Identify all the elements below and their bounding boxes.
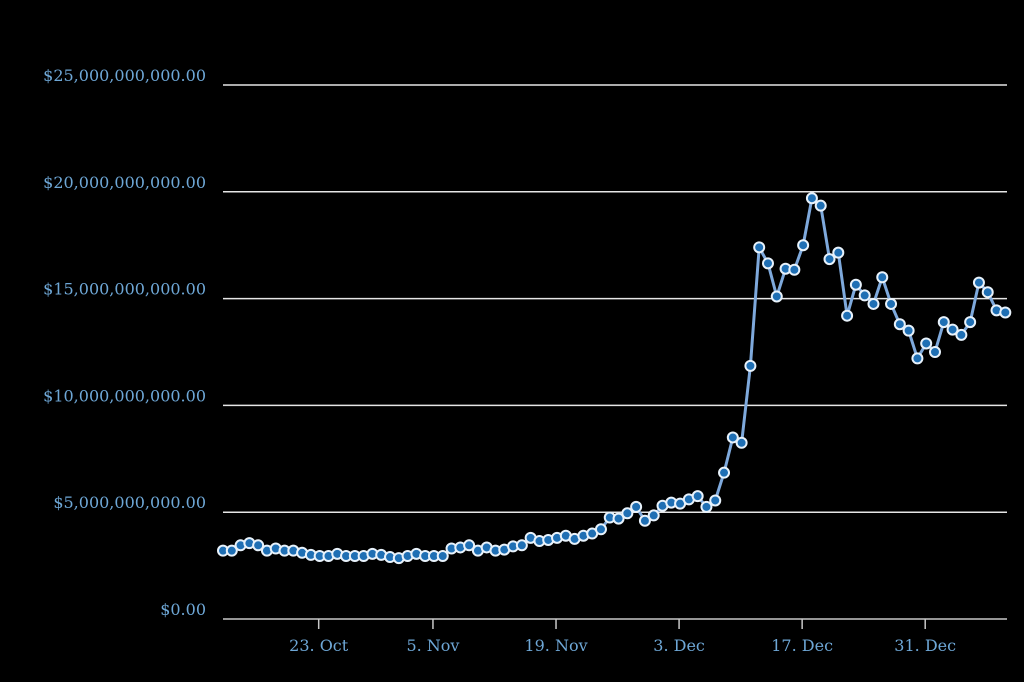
data-point-marker[interactable]	[832, 246, 845, 259]
data-point-marker[interactable]	[594, 523, 607, 536]
data-point-marker[interactable]	[726, 431, 739, 444]
data-point-marker[interactable]	[753, 241, 766, 254]
data-point-marker[interactable]	[964, 316, 977, 329]
y-tick-label: $25,000,000,000.00	[43, 66, 206, 85]
data-point-marker[interactable]	[876, 271, 889, 284]
data-point-marker[interactable]	[252, 539, 265, 552]
data-point-marker[interactable]	[981, 286, 994, 299]
data-point-marker[interactable]	[436, 549, 449, 562]
data-point-marker[interactable]	[515, 539, 528, 552]
data-point-marker[interactable]	[621, 507, 634, 520]
x-tick-label: 31. Dec	[894, 636, 956, 655]
data-point-marker[interactable]	[647, 509, 660, 522]
data-point-marker[interactable]	[709, 494, 722, 507]
data-point-marker[interactable]	[463, 539, 476, 552]
x-tick-label: 17. Dec	[771, 636, 833, 655]
data-point-marker[interactable]	[814, 199, 827, 212]
data-point-marker[interactable]	[893, 318, 906, 331]
data-point-marker[interactable]	[858, 289, 871, 302]
data-point-marker[interactable]	[225, 544, 238, 557]
y-tick-label: $10,000,000,000.00	[43, 386, 206, 405]
data-point-marker[interactable]	[885, 297, 898, 310]
data-point-marker[interactable]	[920, 337, 933, 350]
data-point-marker[interactable]	[691, 490, 704, 503]
data-point-marker[interactable]	[761, 257, 774, 270]
data-point-marker[interactable]	[700, 500, 713, 513]
data-point-marker[interactable]	[612, 512, 625, 525]
data-point-marker[interactable]	[928, 346, 941, 358]
y-tick-label: $0.00	[160, 600, 206, 619]
data-point-marker[interactable]	[937, 316, 950, 329]
data-point-marker[interactable]	[735, 436, 748, 449]
y-tick-label: $5,000,000,000.00	[53, 493, 206, 512]
data-point-marker[interactable]	[841, 309, 854, 322]
data-point-marker[interactable]	[849, 278, 862, 291]
series-volume[interactable]	[217, 192, 1012, 565]
data-point-marker[interactable]	[770, 290, 783, 303]
data-point-marker[interactable]	[823, 253, 836, 266]
data-point-marker[interactable]	[946, 323, 959, 336]
x-tick-label: 5. Nov	[406, 636, 459, 655]
data-point-marker[interactable]	[718, 466, 731, 479]
y-axis-labels: $0.00 $5,000,000,000.00 $10,000,000,000.00…	[43, 66, 206, 619]
grid-lines	[223, 84, 1007, 513]
data-point-marker[interactable]	[744, 359, 757, 372]
data-point-marker[interactable]	[911, 352, 924, 365]
x-tick-label: 19. Nov	[524, 636, 587, 655]
data-point-marker[interactable]	[902, 324, 915, 337]
x-axis: 23. Oct 5. Nov 19. Nov 3. Dec 17. Dec 31. Dec	[223, 618, 1007, 655]
data-point-marker[interactable]	[805, 192, 818, 205]
data-point-marker[interactable]	[638, 514, 651, 527]
data-point-marker[interactable]	[788, 263, 801, 276]
series-line	[223, 196, 1006, 560]
y-tick-label: $20,000,000,000.00	[43, 173, 206, 192]
data-point-marker[interactable]	[972, 276, 985, 289]
data-point-marker[interactable]	[999, 306, 1012, 319]
x-tick-label: 23. Oct	[289, 636, 349, 655]
data-point-marker[interactable]	[955, 328, 968, 341]
data-point-marker[interactable]	[630, 500, 643, 513]
data-point-marker[interactable]	[797, 239, 810, 252]
data-point-marker[interactable]	[867, 297, 880, 310]
x-tick-label: 3. Dec	[653, 636, 705, 655]
y-tick-label: $15,000,000,000.00	[43, 280, 206, 299]
